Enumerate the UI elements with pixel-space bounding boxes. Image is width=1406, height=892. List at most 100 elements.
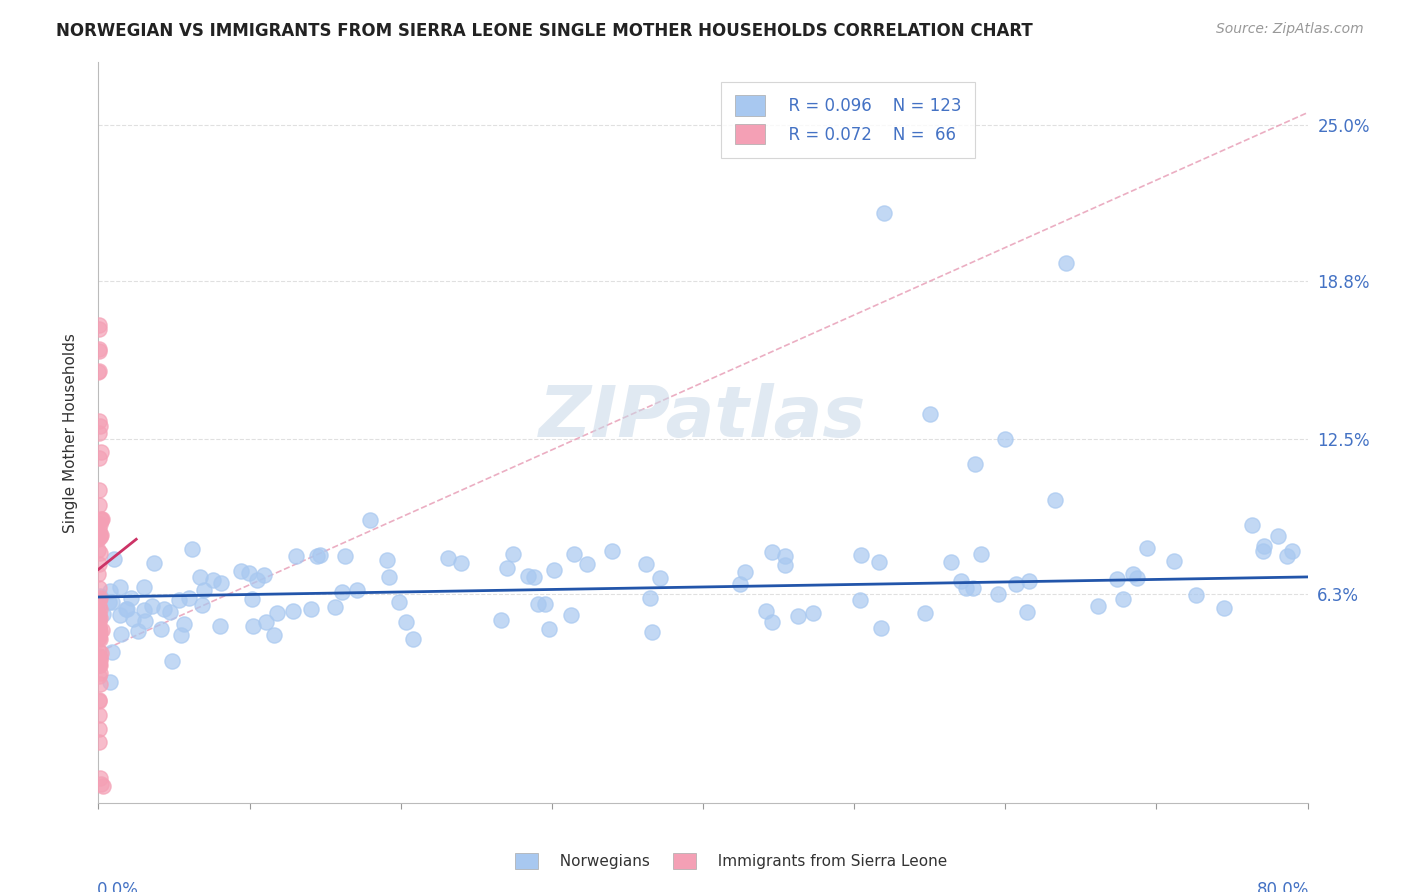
Point [89, 644, 111, 658]
Point [89, 418, 111, 433]
Point [775, 549, 797, 564]
Point [87, 631, 110, 645]
Point [89, 483, 111, 498]
Point [1015, 605, 1038, 619]
Point [1135, 541, 1157, 556]
Point [132, 603, 155, 617]
Point [1045, 492, 1067, 507]
Point [181, 541, 204, 556]
Point [437, 551, 460, 566]
Point [208, 619, 231, 633]
Point [870, 621, 893, 635]
Point [98, 674, 121, 689]
Point [301, 601, 323, 615]
Point [90, 624, 112, 638]
Point [1251, 543, 1274, 558]
Point [87, 318, 110, 332]
Point [87, 365, 110, 379]
Point [600, 544, 623, 558]
Point [115, 602, 138, 616]
Point [120, 591, 142, 606]
Point [650, 571, 672, 585]
Point [281, 604, 304, 618]
Legend:   Norwegians,   Immigrants from Sierra Leone: Norwegians, Immigrants from Sierra Leone [509, 847, 953, 875]
Text: Source: ZipAtlas.com: Source: ZipAtlas.com [1216, 22, 1364, 37]
Point [89, 546, 111, 560]
Point [517, 569, 540, 583]
Point [87, 621, 110, 635]
Point [87, 364, 110, 378]
Point [89, 653, 111, 667]
Point [537, 623, 560, 637]
Point [90, 444, 112, 458]
Point [1275, 549, 1298, 563]
Point [754, 604, 776, 618]
Point [873, 206, 896, 220]
Point [87, 621, 110, 635]
Legend:   R = 0.096    N = 123,   R = 0.072    N =  66: R = 0.096 N = 123, R = 0.072 N = 66 [721, 82, 974, 158]
Point [188, 569, 211, 583]
Point [238, 566, 260, 580]
Point [87, 607, 110, 622]
Point [801, 607, 824, 621]
Point [87, 321, 110, 335]
Point [254, 615, 277, 629]
Y-axis label: Single Mother Households: Single Mother Households [63, 333, 77, 533]
Point [97, 595, 120, 609]
Point [330, 584, 353, 599]
Point [994, 432, 1017, 446]
Point [1107, 572, 1129, 586]
Point [730, 577, 752, 591]
Point [89, 625, 111, 640]
Point [987, 587, 1010, 601]
Point [87, 606, 110, 620]
Point [87, 342, 110, 356]
Point [209, 576, 232, 591]
Point [252, 568, 274, 582]
Point [868, 556, 890, 570]
Point [246, 573, 269, 587]
Text: ZIPatlas: ZIPatlas [540, 384, 866, 452]
Point [193, 582, 215, 597]
Point [89, 450, 111, 465]
Point [240, 592, 263, 607]
Point [560, 608, 582, 623]
Point [87, 722, 110, 736]
Point [87, 735, 110, 749]
Point [502, 547, 524, 561]
Point [89, 677, 111, 691]
Point [939, 555, 962, 569]
Point [263, 628, 285, 642]
Point [562, 547, 585, 561]
Point [395, 615, 418, 629]
Point [242, 619, 264, 633]
Point [159, 605, 181, 619]
Point [127, 624, 149, 639]
Point [89, 707, 111, 722]
Point [89, 632, 111, 646]
Point [89, 516, 111, 531]
Point [91, 780, 114, 794]
Point [1163, 554, 1185, 568]
Point [132, 581, 155, 595]
Point [965, 457, 987, 471]
Point [87, 657, 110, 671]
Point [89, 657, 111, 671]
Point [87, 532, 110, 546]
Point [89, 777, 111, 791]
Point [160, 654, 183, 668]
Point [110, 580, 132, 594]
Point [87, 694, 110, 708]
Text: 80.0%: 80.0% [1257, 880, 1309, 892]
Point [266, 606, 288, 620]
Point [1112, 591, 1135, 606]
Point [761, 544, 783, 558]
Point [87, 693, 110, 707]
Point [489, 613, 512, 627]
Point [346, 582, 368, 597]
Point [1253, 539, 1275, 553]
Point [638, 591, 661, 605]
Point [141, 599, 163, 613]
Point [1241, 518, 1264, 533]
Point [634, 558, 657, 572]
